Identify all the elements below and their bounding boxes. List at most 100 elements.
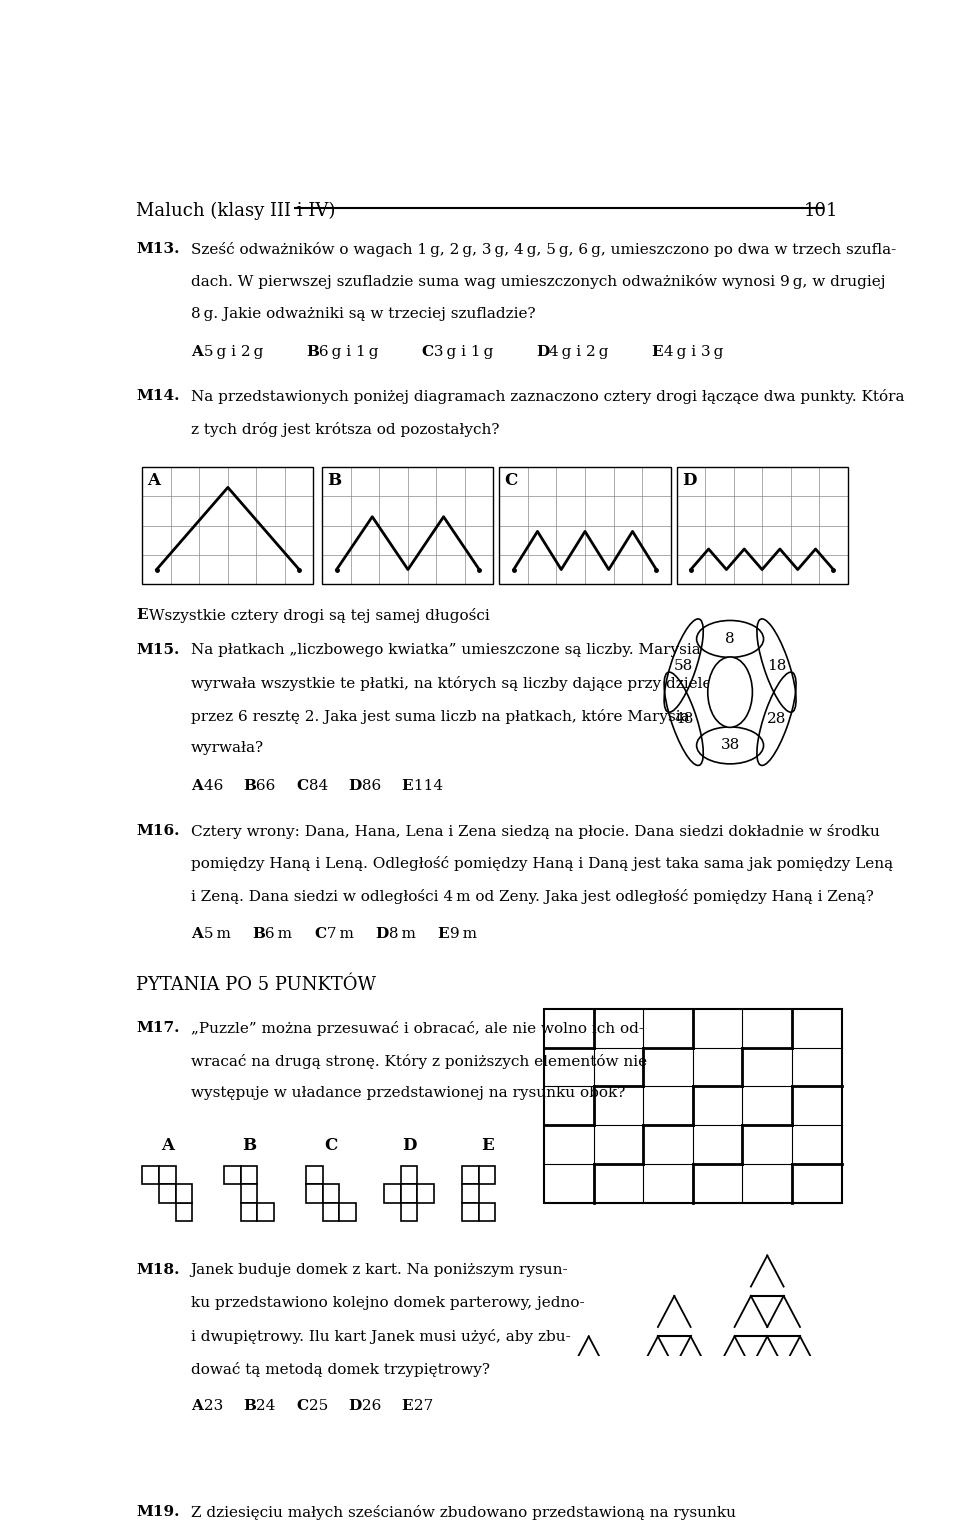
Text: M18.: M18. [136,1263,180,1277]
Text: 23: 23 [199,1399,232,1413]
Bar [677,466,848,584]
Text: 27: 27 [409,1399,434,1413]
Text: M16.: M16. [136,823,180,838]
Text: „Puzzle” można przesuwać i obracać, ale nie wolno ich od-: „Puzzle” można przesuwać i obracać, ale … [191,1021,644,1036]
Text: Janek buduje domek z kart. Na poniższym rysun-: Janek buduje domek z kart. Na poniższym … [191,1263,568,1277]
Text: 84: 84 [304,779,338,792]
Text: 24: 24 [252,1399,285,1413]
Polygon shape [241,1202,257,1221]
Text: wracać na drugą stronę. Który z poniższych elementów nie: wracać na drugą stronę. Który z poniższy… [191,1053,647,1068]
Text: 3 g i 1 g: 3 g i 1 g [429,344,503,358]
Text: 66: 66 [252,779,285,792]
Text: Cztery wrony: Dana, Hana, Lena i Zena siedzą na płocie. Dana siedzi dokładnie w : Cztery wrony: Dana, Hana, Lena i Zena si… [191,823,879,838]
Text: C: C [324,1137,338,1154]
Text: przez 6 resztę 2. Jaka jest suma liczb na płatkach, które Marysia: przez 6 resztę 2. Jaka jest suma liczb n… [191,709,689,724]
Text: i Zeną. Dana siedzi w odległości 4 m od Zeny. Jaka jest odległość pomiędzy Haną : i Zeną. Dana siedzi w odległości 4 m od … [191,890,874,904]
Text: A: A [191,779,203,792]
Bar [323,466,493,584]
Text: C: C [296,1399,308,1413]
Text: 26: 26 [357,1399,391,1413]
Polygon shape [463,1166,479,1184]
Text: M19.: M19. [136,1504,180,1519]
Text: 28: 28 [767,712,786,725]
Text: Sześć odważników o wagach 1 g, 2 g, 3 g, 4 g, 5 g, 6 g, umieszczono po dwa w trz: Sześć odważników o wagach 1 g, 2 g, 3 g,… [191,242,896,256]
Text: A: A [160,1137,174,1154]
Polygon shape [463,1202,479,1221]
Polygon shape [400,1166,418,1184]
Text: B: B [327,471,342,489]
Text: C: C [314,927,326,940]
Polygon shape [323,1202,339,1221]
Text: 86: 86 [357,779,391,792]
Text: Maluch (klasy III i IV): Maluch (klasy III i IV) [136,201,336,219]
Text: z tych dróg jest krótsza od pozostałych?: z tych dróg jest krótsza od pozostałych? [191,422,499,437]
Text: 4 g i 3 g: 4 g i 3 g [660,344,724,358]
Text: 8 m: 8 m [384,927,425,940]
Polygon shape [257,1202,274,1221]
Text: B: B [252,927,265,940]
Text: D: D [348,1399,362,1413]
Text: E: E [401,1399,413,1413]
Text: M13.: M13. [136,242,180,256]
Text: D: D [402,1137,417,1154]
Polygon shape [159,1166,176,1184]
Text: A: A [191,1399,203,1413]
Text: dach. W pierwszej szufladzie suma wag umieszczonych odważników wynosi 9 g, w dru: dach. W pierwszej szufladzie suma wag um… [191,274,885,290]
Text: M17.: M17. [136,1021,180,1035]
Text: B: B [242,1137,256,1154]
Polygon shape [479,1166,495,1184]
Text: pomiędzy Haną i Leną. Odległość pomiędzy Haną i Daną jest taka sama jak pomiędzy: pomiędzy Haną i Leną. Odległość pomiędzy… [191,856,893,872]
Text: Na płatkach „liczbowego kwiatka” umieszczone są liczby. Marysia: Na płatkach „liczbowego kwiatka” umieszc… [191,643,701,657]
Text: występuje w uładance przedstawionej na rysunku obok?: występuje w uładance przedstawionej na r… [191,1087,625,1100]
Polygon shape [225,1166,241,1184]
Text: 46: 46 [199,779,233,792]
Text: E: E [481,1137,493,1154]
Circle shape [708,657,753,727]
Bar [544,1009,842,1202]
Text: 58: 58 [674,658,693,672]
Polygon shape [400,1184,418,1202]
Text: B: B [243,1399,256,1413]
Text: 4 g i 2 g: 4 g i 2 g [544,344,618,358]
Text: 38: 38 [720,739,740,753]
Text: 114: 114 [409,779,444,792]
Text: E: E [437,927,448,940]
Text: M14.: M14. [136,390,180,404]
Text: dować tą metodą domek trzypiętrowy?: dować tą metodą domek trzypiętrowy? [191,1361,490,1376]
Text: wyrwała wszystkie te płatki, na których są liczby dające przy dzieleniu: wyrwała wszystkie te płatki, na których … [191,675,735,690]
Polygon shape [306,1166,323,1184]
Text: E: E [136,608,148,622]
Polygon shape [384,1184,400,1202]
Text: Wszystkie cztery drogi są tej samej długości: Wszystkie cztery drogi są tej samej dług… [144,608,491,623]
Text: M15.: M15. [136,643,180,657]
Text: 18: 18 [767,658,786,672]
Text: 6 m: 6 m [260,927,302,940]
Polygon shape [241,1166,257,1184]
Text: 9 m: 9 m [445,927,477,940]
Text: D: D [537,344,549,358]
Text: 48: 48 [674,712,693,725]
Text: B: B [243,779,256,792]
Polygon shape [241,1184,257,1202]
Text: D: D [375,927,389,940]
Polygon shape [176,1202,192,1221]
Text: 25: 25 [304,1399,338,1413]
Polygon shape [142,1166,159,1184]
Text: D: D [348,779,362,792]
Text: 7 m: 7 m [322,927,364,940]
Polygon shape [463,1184,479,1202]
Text: PYTANIA PO 5 PUNKTÓW: PYTANIA PO 5 PUNKTÓW [136,977,376,994]
Text: Z dziesięciu małych sześcianów zbudowano przedstawioną na rysunku: Z dziesięciu małych sześcianów zbudowano… [191,1504,735,1519]
Text: C: C [421,344,433,358]
Polygon shape [339,1202,356,1221]
Polygon shape [418,1184,434,1202]
Polygon shape [306,1184,323,1202]
Text: A: A [191,927,203,940]
Text: 5 m: 5 m [199,927,240,940]
Text: C: C [505,471,517,489]
Text: D: D [682,471,696,489]
Text: A: A [148,471,160,489]
Bar [499,466,670,584]
Text: ku przedstawiono kolejno domek parterowy, jedno-: ku przedstawiono kolejno domek parterowy… [191,1295,585,1309]
Text: E: E [652,344,663,358]
